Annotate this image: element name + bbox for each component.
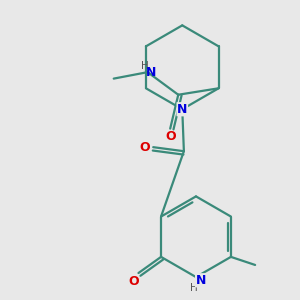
Text: H: H xyxy=(190,283,198,293)
Text: H: H xyxy=(140,61,148,71)
Text: N: N xyxy=(146,67,156,80)
Text: N: N xyxy=(177,103,188,116)
Text: O: O xyxy=(128,274,139,288)
Text: O: O xyxy=(140,141,151,154)
Text: N: N xyxy=(196,274,206,287)
Text: O: O xyxy=(165,130,175,143)
